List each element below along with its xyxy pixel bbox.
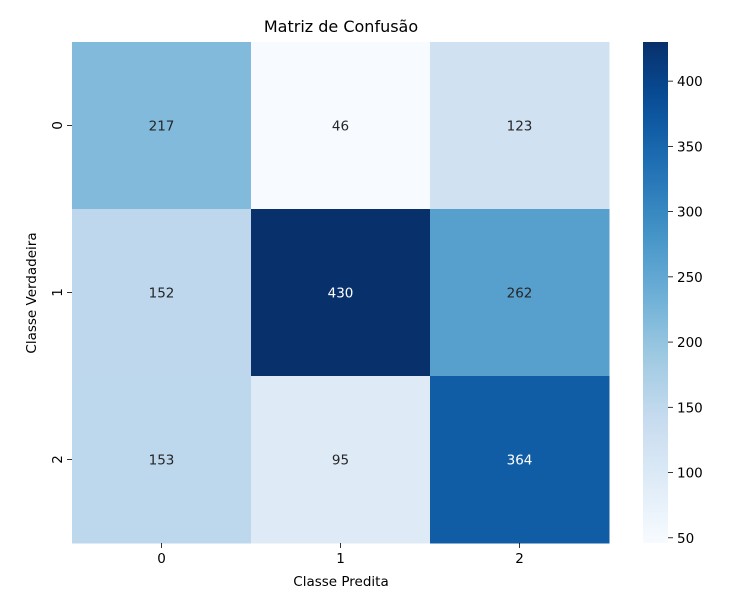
heatmap-cell (72, 376, 252, 544)
colorbar-tick-label: 250 (677, 270, 703, 286)
heatmap-cell (72, 209, 252, 377)
cell-value-label: 262 (507, 286, 533, 302)
y-tick-label: 1 (50, 288, 66, 297)
cell-value-label: 364 (507, 453, 533, 469)
heatmap-cell (72, 42, 252, 210)
cell-value-label: 152 (149, 286, 175, 302)
colorbar-tick-label: 400 (677, 74, 703, 90)
cell-value-label: 46 (332, 119, 349, 135)
heatmap-cell (430, 42, 610, 210)
cell-value-label: 217 (149, 119, 175, 135)
colorbar-tick-label: 100 (677, 466, 703, 482)
x-axis-ticks: 0 1 2 (157, 543, 524, 567)
heatmap-cell (430, 376, 610, 544)
x-axis-label: Classe Predita (293, 574, 388, 590)
colorbar-tick-label: 150 (677, 400, 703, 416)
heatmap-cell (430, 209, 610, 377)
heatmap-cell (251, 42, 431, 210)
colorbar-tick-label: 50 (677, 531, 694, 547)
y-tick-label: 2 (50, 455, 66, 464)
colorbar-gradient (643, 42, 668, 543)
y-axis-ticks: 0 1 2 (50, 121, 72, 464)
heatmap-cell (251, 209, 431, 377)
x-tick-label: 1 (336, 551, 345, 567)
y-tick-label: 0 (50, 121, 66, 130)
chart-title: Matriz de Confusão (264, 17, 418, 36)
colorbar: 50 100 150 200 250 300 350 400 (643, 42, 703, 547)
heatmap-cells: 217 46 123 152 430 262 153 95 364 (72, 42, 610, 544)
x-tick-label: 2 (515, 551, 524, 567)
colorbar-tick-label: 350 (677, 139, 703, 155)
colorbar-tick-label: 300 (677, 205, 703, 221)
cell-value-label: 123 (507, 119, 533, 135)
heatmap-cell (251, 376, 431, 544)
cell-value-label: 430 (328, 286, 354, 302)
colorbar-tick-label: 200 (677, 335, 703, 351)
x-tick-label: 0 (157, 551, 166, 567)
cell-value-label: 153 (149, 453, 175, 469)
cell-value-label: 95 (332, 453, 349, 469)
y-axis-label: Classe Verdadeira (24, 232, 40, 353)
